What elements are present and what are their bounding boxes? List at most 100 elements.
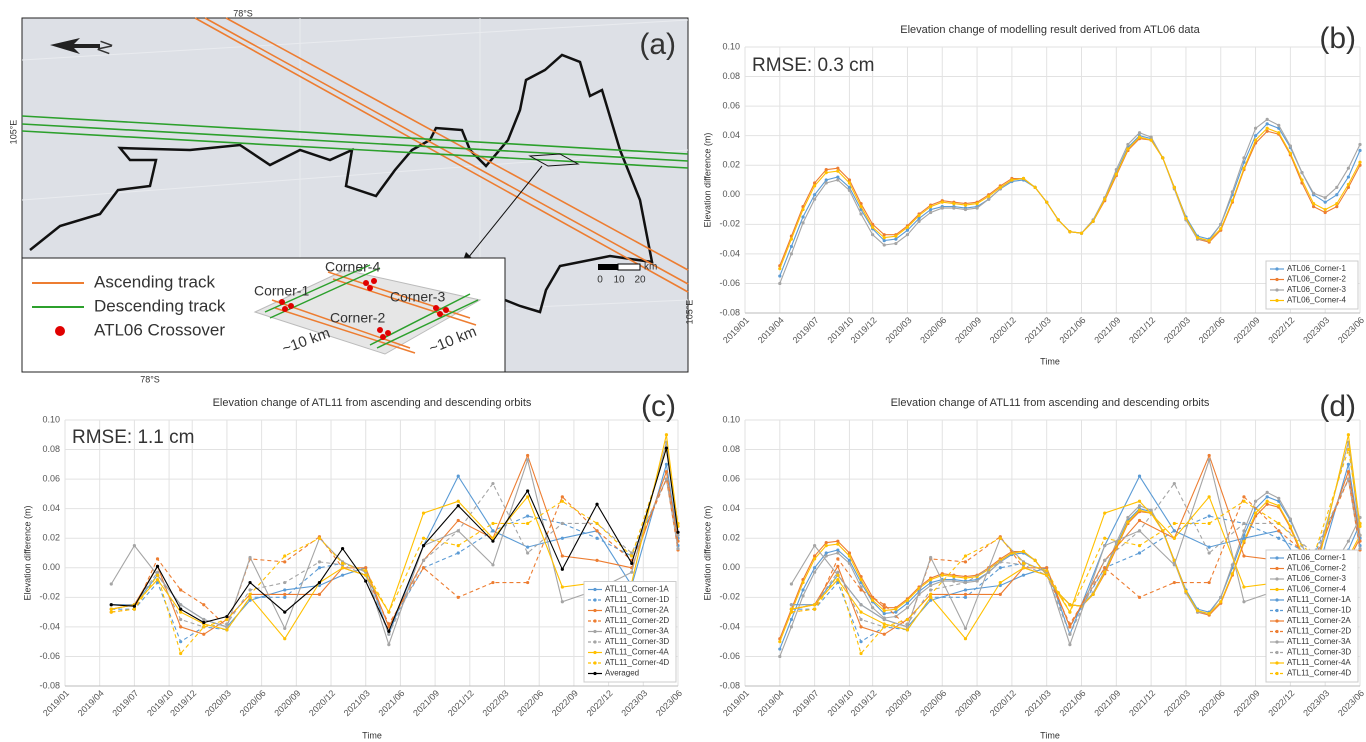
- data-point: [929, 208, 932, 211]
- data-point: [778, 640, 781, 643]
- data-point: [133, 544, 136, 547]
- data-point: [964, 204, 967, 207]
- data-point: [801, 208, 804, 211]
- x-axis-title: Time: [1040, 356, 1060, 366]
- corner-label: Corner-1: [254, 283, 309, 299]
- data-point: [422, 511, 425, 514]
- data-point: [790, 611, 793, 614]
- x-tick-label: 2020/03: [883, 688, 913, 718]
- data-point: [1358, 525, 1361, 528]
- data-point: [526, 495, 529, 498]
- data-point: [1010, 178, 1013, 181]
- data-point: [883, 233, 886, 236]
- data-point: [630, 562, 633, 565]
- data-point: [1335, 193, 1338, 196]
- data-point: [561, 495, 564, 498]
- legend-marker: [1275, 588, 1278, 591]
- data-point: [283, 588, 286, 591]
- data-point: [801, 594, 804, 597]
- data-point: [1173, 581, 1176, 584]
- data-point: [1266, 491, 1269, 494]
- data-point: [283, 596, 286, 599]
- data-point: [457, 529, 460, 532]
- data-point: [1254, 139, 1257, 142]
- data-point: [1254, 127, 1257, 130]
- data-point: [929, 578, 932, 581]
- data-point: [859, 618, 862, 621]
- x-tick-label: 2022/12: [1266, 688, 1296, 718]
- data-point: [1138, 500, 1141, 503]
- data-point: [964, 554, 967, 557]
- y-tick-label: 0.00: [722, 189, 740, 199]
- data-point: [561, 585, 564, 588]
- y-tick-label: -0.08: [719, 680, 740, 690]
- data-point: [202, 603, 205, 606]
- data-point: [364, 579, 367, 582]
- data-point: [883, 239, 886, 242]
- data-point: [848, 181, 851, 184]
- data-point: [283, 637, 286, 640]
- data-point: [825, 181, 828, 184]
- data-point: [1138, 509, 1141, 512]
- panel-label: (d): [1319, 390, 1356, 423]
- data-point: [156, 565, 159, 568]
- scale-unit: km: [644, 262, 657, 273]
- legend-label: ATL11_Corner-2A: [605, 606, 669, 615]
- legend-marker: [1275, 661, 1278, 664]
- data-point: [790, 608, 793, 611]
- data-point: [1103, 537, 1106, 540]
- data-point: [526, 545, 529, 548]
- data-point: [341, 566, 344, 569]
- x-tick-label: 2020/09: [953, 688, 983, 718]
- y-tick-label: 0.00: [42, 562, 60, 572]
- lat-label: 78°S: [233, 8, 253, 18]
- data-point: [387, 633, 390, 636]
- legend-label: ATL11_Corner-3A: [605, 627, 669, 636]
- y-tick-label: -0.06: [719, 278, 740, 288]
- data-point: [387, 630, 390, 633]
- data-point: [364, 566, 367, 569]
- x-tick-label: 2022/09: [550, 688, 580, 718]
- data-point: [1150, 139, 1153, 142]
- data-point: [825, 178, 828, 181]
- legend-marker: [1275, 278, 1278, 281]
- data-point: [836, 175, 839, 178]
- data-point: [778, 274, 781, 277]
- legend-label: ATL11_Corner-4A: [1287, 658, 1351, 667]
- data-point: [595, 559, 598, 562]
- data-point: [1138, 529, 1141, 532]
- x-tick-label: 2019/01: [41, 688, 71, 718]
- data-point: [318, 593, 321, 596]
- data-point: [341, 547, 344, 550]
- lon-label: 105°E: [8, 120, 18, 145]
- data-point: [790, 603, 793, 606]
- data-point: [1277, 529, 1280, 532]
- data-point: [906, 233, 909, 236]
- data-point: [1266, 500, 1269, 503]
- data-point: [179, 588, 182, 591]
- x-tick-label: 2022/06: [1197, 688, 1227, 718]
- data-point: [929, 211, 932, 214]
- data-point: [999, 593, 1002, 596]
- legend-marker: [1275, 288, 1278, 291]
- data-point: [1358, 534, 1361, 537]
- legend-marker: [1275, 267, 1278, 270]
- data-point: [917, 214, 920, 217]
- data-point: [1103, 511, 1106, 514]
- data-point: [836, 551, 839, 554]
- data-point: [133, 608, 136, 611]
- data-point: [906, 618, 909, 621]
- data-point: [1300, 171, 1303, 174]
- data-point: [1242, 554, 1245, 557]
- legend-label: ATL11_Corner-2D: [605, 616, 669, 625]
- data-point: [1115, 172, 1118, 175]
- x-tick-label: 2022/03: [481, 688, 511, 718]
- data-point: [595, 537, 598, 540]
- data-point: [202, 618, 205, 621]
- y-tick-label: -0.04: [719, 621, 740, 631]
- x-tick-label: 2021/06: [1058, 688, 1088, 718]
- data-point: [1335, 186, 1338, 189]
- data-point: [561, 600, 564, 603]
- data-point: [1324, 196, 1327, 199]
- data-point: [813, 198, 816, 201]
